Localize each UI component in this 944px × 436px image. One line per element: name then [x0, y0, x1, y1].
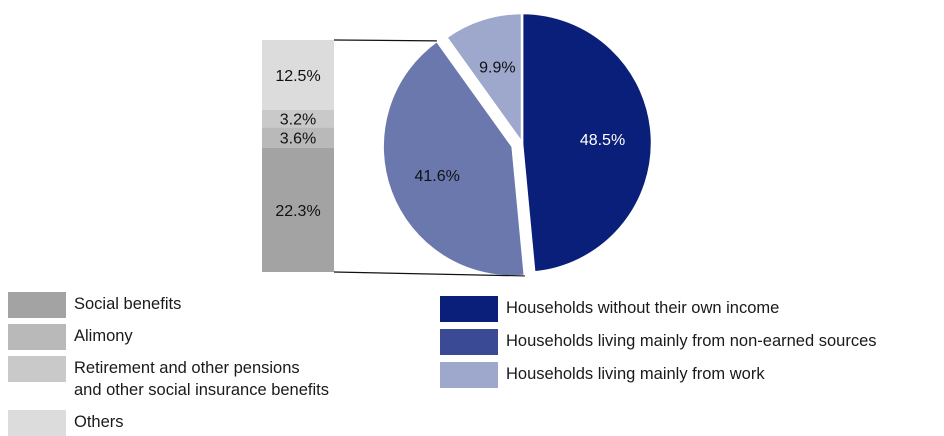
- legend-label: Alimony: [74, 327, 133, 345]
- bar-segment-social-benefits: [262, 147, 334, 272]
- connector-line-top: [333, 39, 437, 42]
- legend-left-item-social-benefits: Social benefits: [8, 292, 181, 318]
- legend-left-item-alimony: Alimony: [8, 324, 133, 350]
- pie-of-bar-chart: 48.5% 41.6% 9.9% 22.3% 3.6% 3.2% 12.5%: [262, 11, 654, 278]
- legend-left-item-retirement-and-other-pensions-and-other-social-insurance-benefits: Retirement and other pensions and other s…: [8, 356, 329, 401]
- legend-label: Households without their own income: [506, 299, 780, 317]
- bar-segment-retirement-and-other-pensions-and-other-social-insurance-benefits: [262, 109, 334, 128]
- legend-label: Social benefits: [74, 295, 182, 313]
- pie-slice-households-without-their-own-income: [520, 11, 654, 274]
- connector-line-bottom: [333, 271, 525, 277]
- legend-right-item-households-living-mainly-from-work: Households living mainly from work: [440, 362, 765, 388]
- legend-left-item-others: Others: [8, 410, 124, 436]
- bar-data-label: 22.3%: [275, 203, 320, 220]
- bar-segment-alimony: [262, 127, 334, 148]
- legend-swatch: [440, 296, 498, 322]
- pie-data-label: 48.5%: [580, 132, 625, 149]
- pie-slice-households-living-mainly-from-work: [444, 11, 524, 147]
- legend-label: Households living mainly from non-earned…: [506, 332, 877, 350]
- pie-data-label: 9.9%: [479, 59, 515, 76]
- bar-segment-others: [262, 40, 334, 110]
- bar-data-label: 3.6%: [280, 131, 316, 148]
- legend-swatch: [8, 292, 66, 318]
- pie-slice-households-living-mainly-from-non-earned-sources: [381, 39, 527, 278]
- legend-swatch: [8, 356, 66, 382]
- bar-data-label: 12.5%: [275, 68, 320, 85]
- pie-data-label: 41.6%: [414, 168, 459, 185]
- legend-swatch: [8, 324, 66, 350]
- legend-swatch: [440, 329, 498, 355]
- legend-right-item-households-living-mainly-from-non-earned-sources: Households living mainly from non-earned…: [440, 329, 877, 355]
- bar-data-label: 3.2%: [280, 112, 316, 129]
- legend-label: Households living mainly from work: [506, 365, 765, 383]
- legend-swatch: [440, 362, 498, 388]
- legend-swatch: [8, 410, 66, 436]
- legend-label: Retirement and other pensions and other s…: [74, 359, 329, 399]
- legend-label: Others: [74, 413, 124, 431]
- legend-right-item-households-without-their-own-income: Households without their own income: [440, 296, 779, 322]
